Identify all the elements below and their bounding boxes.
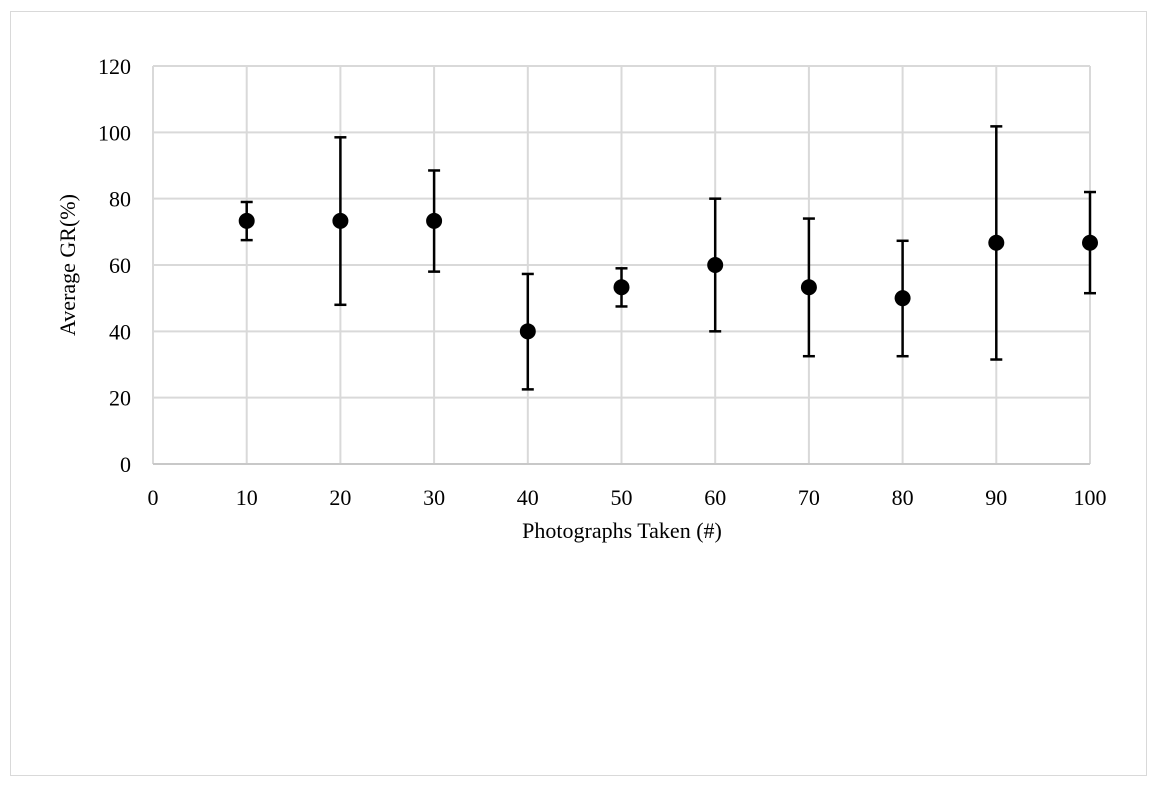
data-point [707, 257, 724, 273]
data-point [894, 290, 911, 307]
x-tick-label: 30 [423, 485, 445, 510]
x-tick-label: 70 [798, 485, 820, 510]
y-axis-title: Average GR(%) [55, 194, 80, 336]
data-point [1082, 234, 1098, 251]
chart-frame [10, 11, 1147, 776]
axis-layer: 0 20 40 60 80 100 120 0 10 20 30 40 50 60 70 80 90 100 [98, 54, 1107, 510]
data-point [800, 279, 817, 296]
x-tick-label: 40 [517, 485, 539, 510]
data-point [426, 212, 443, 229]
marker-layer [238, 212, 1098, 340]
data-point [332, 212, 349, 229]
x-axis-title: Photographs Taken (#) [522, 518, 722, 543]
y-tick-label: 40 [109, 319, 131, 344]
data-point [519, 323, 536, 340]
errorbar-layer [240, 125, 1096, 391]
x-tick-label: 80 [892, 485, 914, 510]
data-point [238, 212, 255, 229]
x-tick-label: 20 [329, 485, 351, 510]
data-point [613, 279, 630, 296]
x-tick-label: 90 [985, 485, 1007, 510]
x-tick-label: 100 [1074, 485, 1107, 510]
data-point [988, 234, 1005, 251]
y-tick-label: 60 [109, 253, 131, 278]
x-tick-label: 50 [611, 485, 633, 510]
y-tick-label: 0 [120, 452, 131, 477]
grid-layer [153, 65, 1091, 464]
x-tick-label: 0 [148, 485, 159, 510]
y-tick-label: 80 [109, 187, 131, 212]
y-tick-label: 120 [98, 54, 131, 79]
x-tick-label: 60 [704, 485, 726, 510]
y-tick-label: 20 [109, 386, 131, 411]
y-tick-label: 100 [98, 120, 131, 145]
x-tick-label: 10 [236, 485, 258, 510]
